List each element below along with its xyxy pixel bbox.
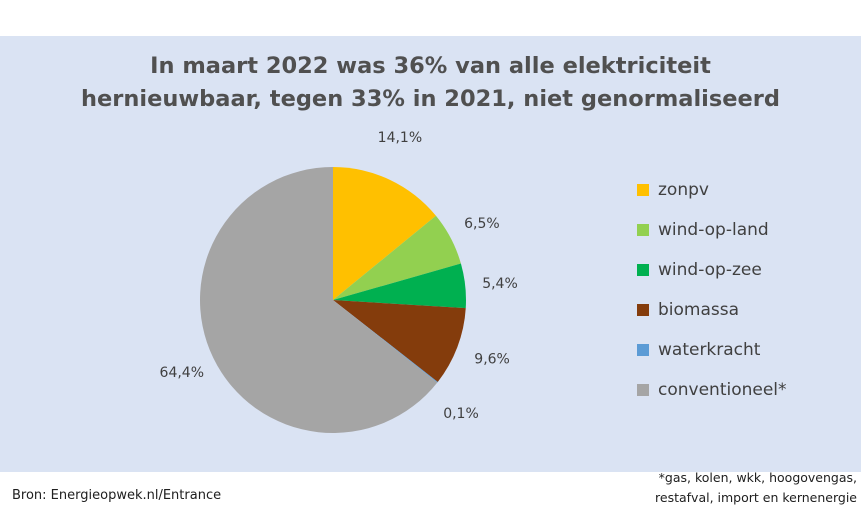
legend-label: conventioneel*: [658, 380, 787, 400]
legend-item-wind-op-zee: wind-op-zee: [637, 250, 787, 290]
legend-label: waterkracht: [658, 340, 761, 360]
legend-swatch: [637, 304, 649, 316]
chart-title: In maart 2022 was 36% van alle elektrici…: [81, 53, 780, 112]
chart-legend: zonpv wind-op-land wind-op-zee biomassa wate…: [637, 170, 787, 410]
pie-slice-zonpv: [333, 167, 436, 300]
legend-swatch: [637, 384, 649, 396]
source-note: Bron: Energieopwek.nl/Entrance: [12, 488, 222, 503]
footnote: *gas, kolen, wkk, hoogovengas, restafval…: [655, 470, 857, 505]
legend-swatch: [637, 184, 649, 196]
legend-item-wind-op-land: wind-op-land: [637, 210, 787, 250]
legend-item-biomassa: biomassa: [637, 290, 787, 330]
legend-label: wind-op-land: [658, 220, 769, 240]
pie-label-wind-op-land: 6,5%: [464, 216, 500, 232]
legend-item-zonpv: zonpv: [637, 170, 787, 210]
chart-panel: In maart 2022 was 36% van alle elektrici…: [0, 36, 861, 505]
pie-slice-waterkracht: [333, 300, 438, 383]
legend-swatch: [637, 224, 649, 236]
pie-slice-biomassa: [333, 300, 466, 382]
legend-label: biomassa: [658, 300, 740, 320]
pie-label-conventioneel: 64,4%: [160, 365, 204, 381]
pie-label-biomassa: 9,6%: [474, 352, 510, 368]
legend-swatch: [637, 264, 649, 276]
pie-slice-wind-op-land: [333, 215, 461, 300]
pie-slice-conventioneel: [199, 167, 438, 433]
pie-label-waterkracht: 0,1%: [443, 406, 479, 422]
legend-item-waterkracht: waterkracht: [637, 330, 787, 370]
legend-label: wind-op-zee: [658, 260, 762, 280]
pie-label-zonpv: 14,1%: [378, 130, 422, 146]
legend-item-conventioneel: conventioneel*: [637, 370, 787, 410]
pie-slice-wind-op-zee: [333, 263, 466, 309]
legend-label: zonpv: [658, 180, 709, 200]
legend-swatch: [637, 344, 649, 356]
pie-label-wind-op-zee: 5,4%: [482, 276, 518, 292]
